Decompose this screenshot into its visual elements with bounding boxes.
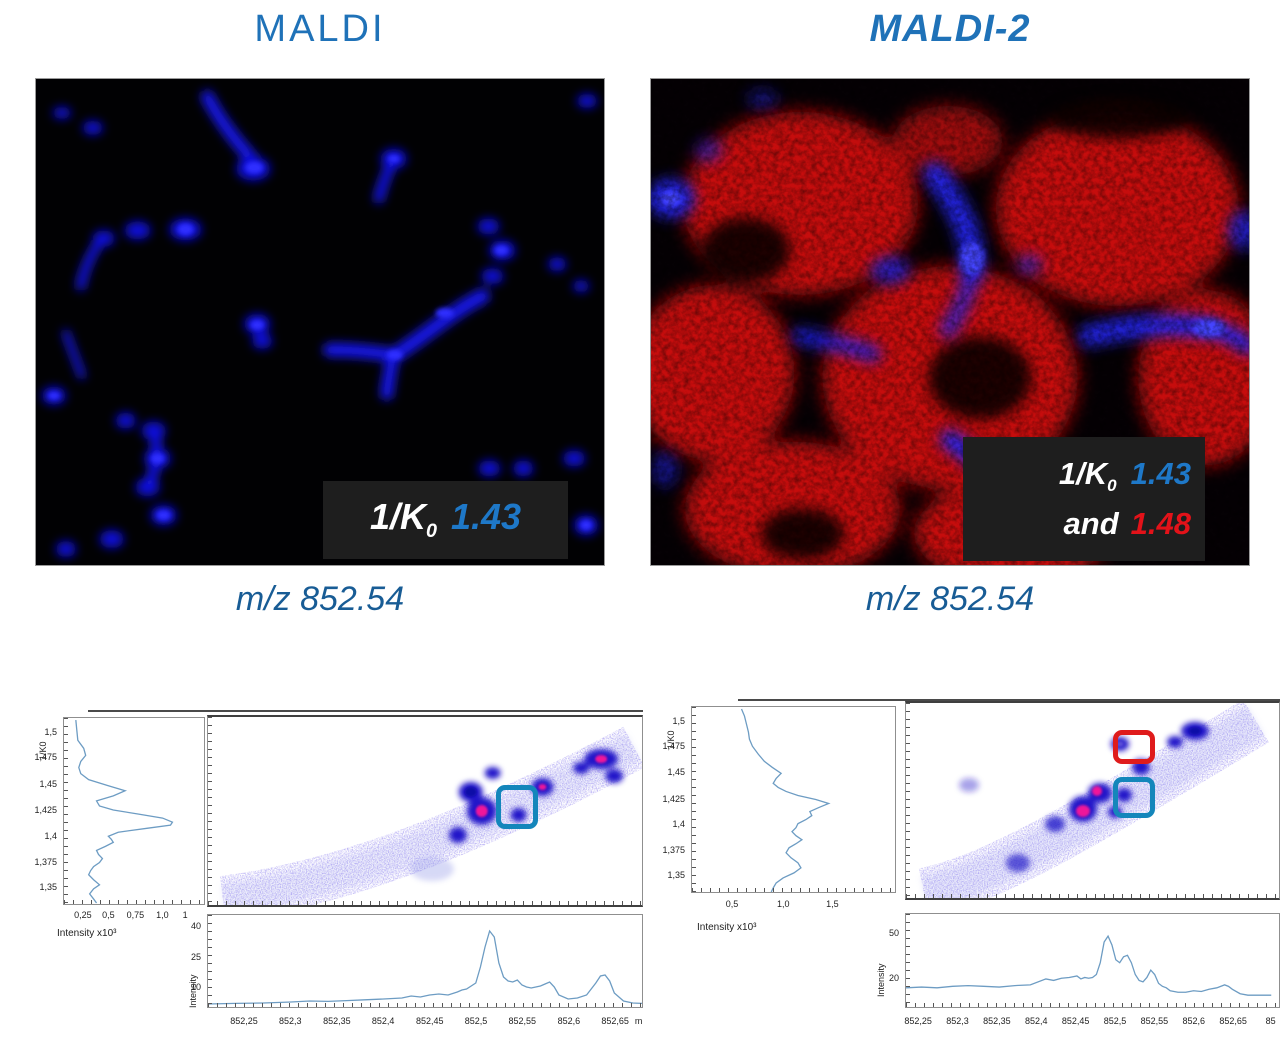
maldi2-tissue-image: 1/K0 1.43 and 1.48 — [650, 78, 1250, 566]
tick-marks — [208, 717, 212, 905]
maldi2-mobilogram-curve — [742, 709, 829, 892]
maldi-tissue-art — [36, 79, 604, 565]
maldi-spectrum-xticks: 852,25 852,3 852,35 852,4 852,45 852,5 852,55 8… — [230, 1016, 643, 1026]
mobility-value-line-2: and 1.48 — [1063, 505, 1191, 541]
maldi2-mobilogram-xticks: 0,5 1,0 1,5 — [725, 899, 839, 909]
mobility-value-line-1: 1/K0 1.43 — [1058, 456, 1191, 496]
maldi2-spectrum-curve — [906, 936, 1271, 995]
maldi2-heatmap-art — [918, 703, 1269, 898]
maldi-mobilogram-curve — [76, 720, 173, 903]
maldi-heatmap-panel — [207, 715, 643, 907]
maldi-mobilogram-panel — [63, 717, 205, 905]
maldi2-mobilogram-panel — [691, 706, 896, 893]
tick-marks — [906, 894, 1279, 898]
maldi2-mobilogram-xlabel: Intensity x10³ — [697, 922, 757, 933]
maldi2-spectrum-xticks: 852,25 852,3 852,35 852,4 852,45 852,5 852,55 8… — [904, 1016, 1276, 1026]
maldi2-plot-top-rule — [738, 699, 1280, 701]
maldi-spectrum-yticks: 40 25 10 — [190, 921, 201, 993]
mobility-value-overlay: 1/K0 1.43 — [323, 481, 568, 559]
roi-box-blue-1p43 — [1113, 777, 1155, 818]
mobility-value-1p43: 1.43 — [450, 496, 522, 538]
tick-marks — [208, 1003, 642, 1007]
tick-marks — [208, 901, 642, 905]
tick-marks — [692, 888, 895, 892]
tick-marks — [64, 718, 68, 904]
maldi-spectrum-curve — [208, 931, 642, 1004]
roi-box-blue-1p43 — [496, 785, 538, 829]
maldi2-title: MALDI-2 — [869, 8, 1031, 50]
maldi2-tissue-art — [651, 79, 1249, 565]
tick-marks — [208, 915, 212, 1007]
maldi-tissue-image: 1/K0 1.43 — [35, 78, 605, 566]
maldi-mz-caption: m/z 852.54 — [235, 580, 405, 618]
maldi-title: MALDI — [254, 8, 386, 50]
tick-marks — [64, 900, 204, 904]
tick-marks — [906, 1003, 1279, 1007]
mobility-values-overlay: 1/K0 1.43 and 1.48 — [963, 437, 1205, 561]
maldi-spectrum-panel — [207, 914, 643, 1008]
maldi2-mobilogram-yticks: 1,5 1,475 1,45 1,425 1,4 1,375 1,35 — [662, 715, 685, 881]
tick-marks — [692, 707, 696, 892]
maldi-heatmap-art — [219, 726, 642, 905]
tick-marks — [906, 914, 910, 1007]
maldi2-spectrum-panel — [905, 913, 1280, 1008]
mobility-value-1p43: 1.43 — [1130, 456, 1191, 492]
mobility-value-1p48: 1.48 — [1130, 505, 1191, 541]
mobility-value-line: 1/K0 1.43 — [369, 496, 522, 543]
maldi2-heatmap-panel — [905, 701, 1280, 900]
roi-box-red-1p48 — [1113, 730, 1155, 764]
maldi-mobilogram-xticks: 0,25 0,5 0,75 1,0 1 — [74, 910, 188, 920]
maldi-mobilogram-yticks: 1,5 1,475 1,45 1,425 1,4 1,375 1,35 — [34, 726, 57, 893]
maldi-plot-top-rule — [88, 710, 643, 712]
maldi-mobilogram-xlabel: Intensity x10³ — [57, 928, 117, 939]
maldi2-spectrum-yticks: 50 20 — [888, 927, 899, 983]
tick-marks — [906, 703, 910, 898]
maldi2-mz-caption: m/z 852.54 — [865, 580, 1035, 618]
